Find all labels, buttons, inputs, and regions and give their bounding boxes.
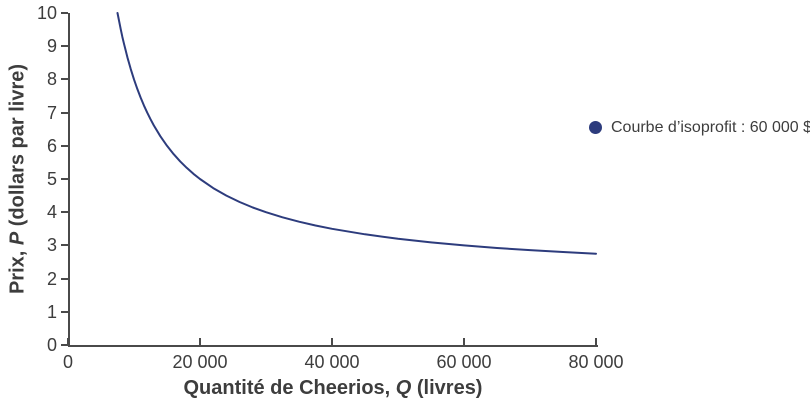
y-tick-label: 6: [46, 135, 57, 156]
x-tick: [199, 338, 201, 345]
y-tick: [61, 45, 68, 48]
y-tick-label: 4: [46, 202, 57, 223]
x-axis-variable: Q: [395, 377, 412, 399]
x-tick-label: 20 000: [172, 352, 228, 372]
x-tick-label: 80 000: [568, 352, 624, 372]
y-axis-line: [68, 13, 70, 347]
y-tick: [61, 310, 68, 313]
y-tick-label: 10: [36, 3, 57, 23]
x-tick: [331, 338, 333, 345]
x-axis-line: [68, 345, 598, 347]
y-tick-label: 0: [46, 335, 57, 355]
y-tick: [61, 78, 68, 81]
y-tick-label: 7: [46, 102, 57, 123]
y-tick-label: 3: [46, 235, 57, 256]
x-axis-title-suffix: (livres): [411, 377, 483, 399]
x-tick-label: 0: [62, 352, 73, 372]
legend-label: Courbe d’isoprofit : 60 000 $: [611, 119, 810, 136]
x-axis-title: Quantité de Cheerios, Q (livres): [68, 377, 598, 400]
legend: Courbe d’isoprofit : 60 000 $: [589, 118, 810, 137]
y-tick-label: 5: [46, 169, 57, 189]
y-tick: [61, 244, 68, 247]
x-tick-label: 40 000: [304, 352, 360, 372]
y-tick-label: 8: [46, 69, 57, 90]
y-tick-label: 1: [46, 301, 57, 322]
x-tick-label: 60 000: [436, 352, 492, 372]
y-tick: [61, 211, 68, 214]
y-tick: [61, 344, 68, 346]
x-axis-title-prefix: Quantité de Cheerios,: [183, 377, 396, 399]
y-tick: [61, 12, 68, 14]
y-tick: [61, 178, 68, 180]
y-tick: [61, 144, 68, 147]
y-tick: [61, 111, 68, 114]
x-tick: [67, 338, 69, 345]
legend-marker-dot: [589, 121, 602, 134]
y-tick-label: 9: [46, 36, 57, 57]
x-tick: [595, 338, 597, 345]
x-tick: [463, 338, 465, 345]
y-tick: [61, 277, 68, 280]
y-tick-label: 2: [46, 268, 57, 289]
isoprofit-curve: [116, 12, 597, 255]
